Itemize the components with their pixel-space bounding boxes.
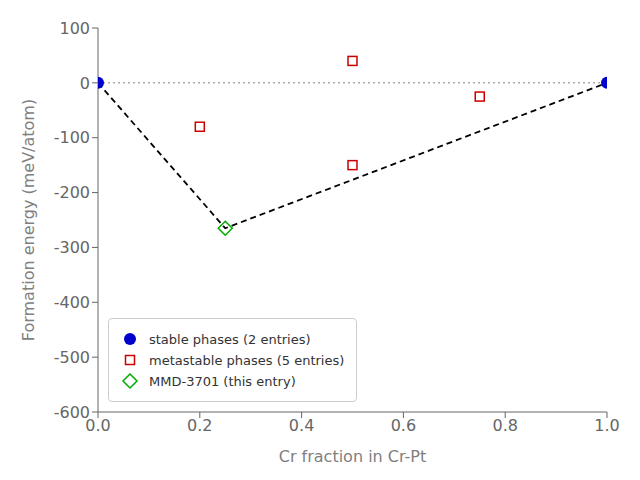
svg-text:0: 0 <box>80 74 90 93</box>
html-text:metastable phases (5 entries): metastable phases (5 entries) <box>149 352 345 368</box>
svg-text:Cr fraction in Cr-Pt: Cr fraction in Cr-Pt <box>279 447 426 466</box>
svg-text:0.6: 0.6 <box>391 416 416 435</box>
svg-text:Formation energy (meV/atom): Formation energy (meV/atom) <box>19 99 38 341</box>
svg-text:-300: -300 <box>54 238 90 257</box>
svg-text:-500: -500 <box>54 348 90 367</box>
svg-text:100: 100 <box>59 19 90 38</box>
svg-text:0.0: 0.0 <box>85 416 111 436</box>
html-text:MMD-3701 (this entry): MMD-3701 (this entry) <box>149 373 296 389</box>
svg-text:-200: -200 <box>54 183 90 202</box>
svg-text:1.0: 1.0 <box>594 416 619 435</box>
svg-text:-600: -600 <box>54 403 90 422</box>
html-text:stable phases (2 entries): stable phases (2 entries) <box>149 331 311 347</box>
svg-text:0.8: 0.8 <box>492 416 517 435</box>
svg-text:-100: -100 <box>54 128 90 147</box>
svg-text:0.4: 0.4 <box>289 416 314 435</box>
svg-text:-400: -400 <box>54 293 90 312</box>
svg-text:0.2: 0.2 <box>187 416 212 435</box>
